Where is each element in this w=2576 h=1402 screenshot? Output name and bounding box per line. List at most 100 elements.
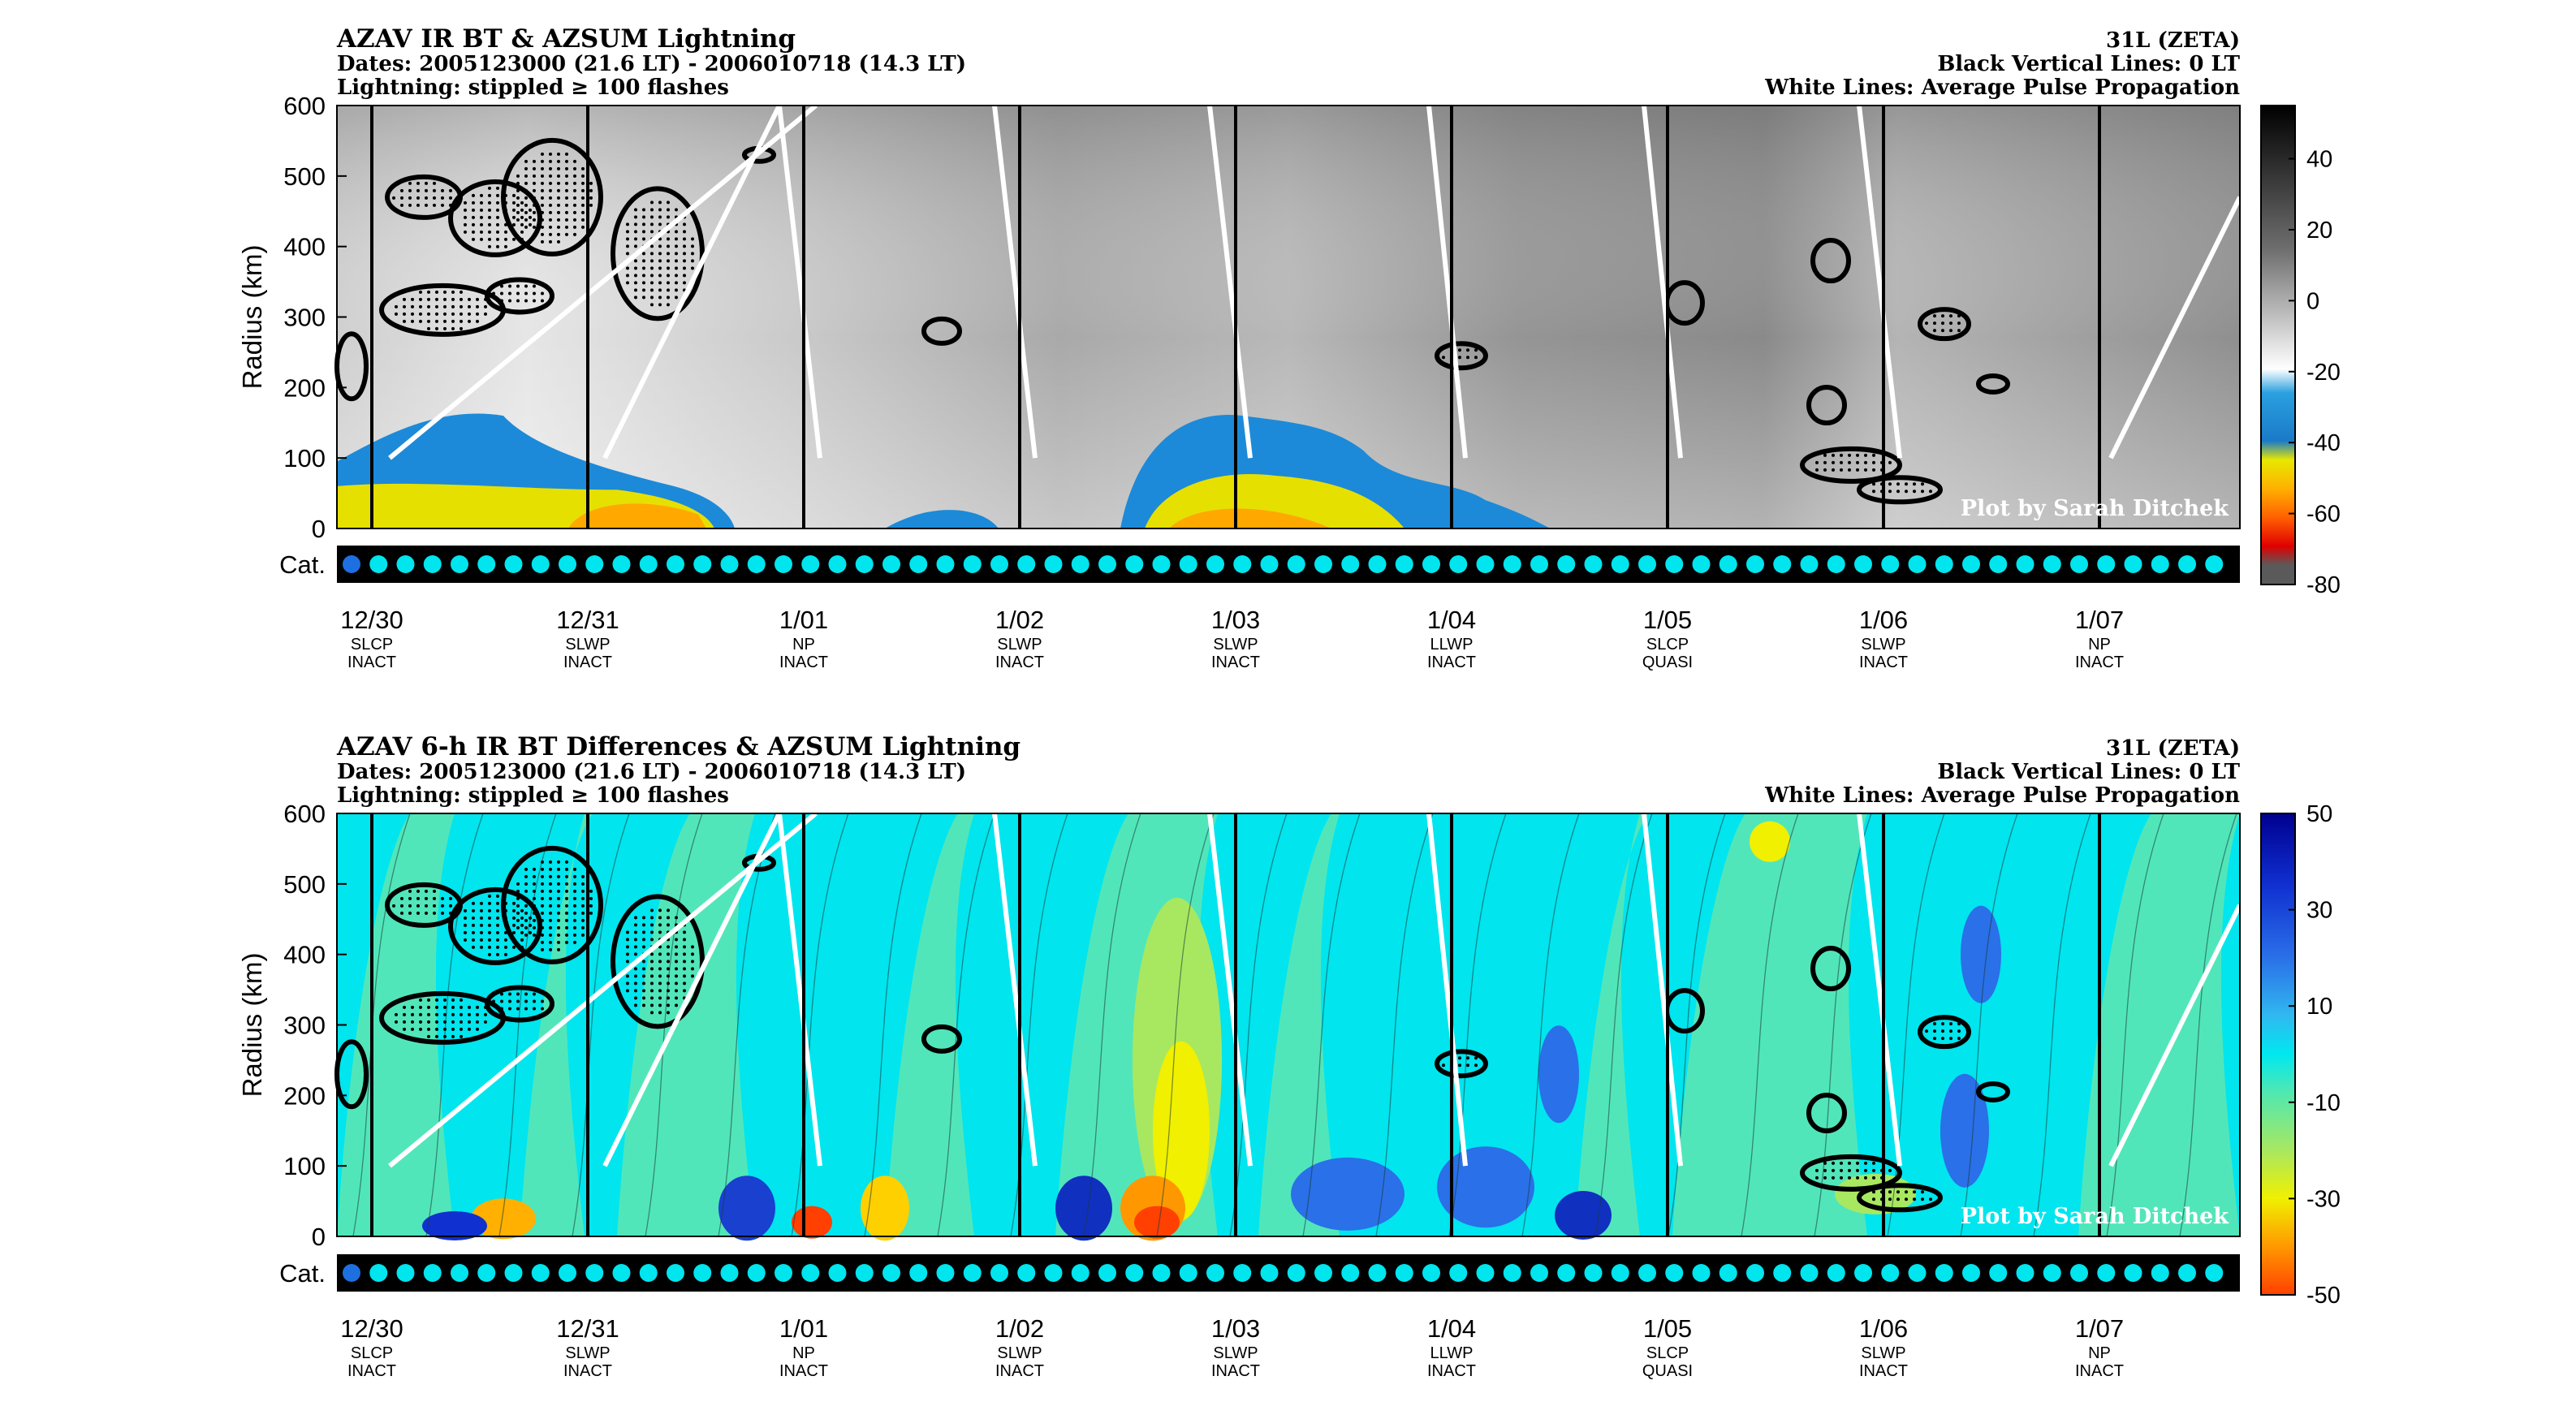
lightning-stipple <box>557 882 560 886</box>
lightning-stipple <box>416 188 420 192</box>
lightning-stipple <box>1905 490 1908 494</box>
lightning-stipple <box>1832 468 1835 472</box>
category-dot <box>1017 555 1036 573</box>
lightning-stipple <box>642 945 645 949</box>
category-dot <box>1395 555 1413 573</box>
lightning-stipple <box>642 981 645 986</box>
lightning-stipple <box>557 874 560 878</box>
lightning-stipple <box>667 201 670 205</box>
category-dot <box>855 555 874 573</box>
lightning-stipple <box>1933 329 1936 333</box>
lightning-stipple <box>408 889 412 893</box>
category-dot <box>1584 555 1603 573</box>
lightning-stipple <box>492 999 495 1003</box>
category-dot <box>1071 555 1090 573</box>
lightning-stipple <box>512 237 516 241</box>
diff-contour <box>425 813 484 1237</box>
lightning-stipple <box>472 930 475 934</box>
lightning-stipple <box>408 911 412 915</box>
colorbar-tick-label: -40 <box>2306 430 2341 456</box>
lightning-stipple <box>683 259 686 263</box>
lightning-stipple <box>435 304 438 308</box>
lightning-stipple <box>472 901 475 905</box>
lightning-stipple <box>488 894 491 898</box>
lightning-stipple <box>1474 356 1478 360</box>
lightning-stipple <box>425 196 428 200</box>
lightning-stipple <box>496 908 499 912</box>
lightning-stipple <box>435 326 438 330</box>
lightning-stipple <box>512 923 516 927</box>
category-dot <box>477 555 496 573</box>
lightning-stipple <box>1888 490 1892 494</box>
lightning-stipple <box>675 952 678 956</box>
lightning-stipple <box>557 188 560 192</box>
category-dot <box>963 1264 982 1282</box>
diff-anomaly-11 <box>1291 1157 1405 1231</box>
category-dot <box>2205 555 2224 573</box>
lightning-stipple <box>460 1020 463 1024</box>
category-dot <box>1314 555 1332 573</box>
lightning-stipple <box>642 974 645 978</box>
lightning-stipple <box>516 911 520 915</box>
lightning-stipple <box>541 882 544 886</box>
pulse-propagation-line-6 <box>1426 813 1468 1167</box>
lightning-stipple <box>1896 482 1900 486</box>
lightning-stipple <box>691 967 694 971</box>
lightning-stipple <box>1848 453 1851 457</box>
lightning-stipple <box>427 1005 430 1009</box>
lightning-stipple <box>529 222 532 226</box>
x-date-label: 1/05 <box>1643 606 1692 634</box>
x-status-label: INACT <box>2075 1362 2124 1380</box>
lightning-stipple <box>533 882 536 886</box>
lightning-stipple <box>634 266 637 270</box>
lightning-stipple <box>626 252 629 256</box>
lightning-stipple <box>1832 1176 1835 1180</box>
lightning-stipple <box>533 874 536 878</box>
lightning-stipple <box>581 882 585 886</box>
category-dot <box>775 1264 792 1282</box>
lightning-stipple <box>533 925 536 930</box>
lightning-stipple <box>464 208 467 212</box>
lightning-stipple <box>416 904 420 908</box>
lightning-stipple <box>573 225 576 229</box>
lightning-stipple <box>581 896 585 900</box>
lightning-stipple <box>634 923 637 927</box>
lightning-stipple <box>675 938 678 942</box>
x-stage-label: SLCP <box>351 636 393 654</box>
lightning-stipple <box>529 215 532 219</box>
y-tick-label: 200 <box>283 373 326 402</box>
lightning-stipple <box>508 284 511 288</box>
lightning-stipple <box>549 196 552 200</box>
lightning-stipple <box>1949 1022 1952 1026</box>
lightning-stipple <box>626 237 629 241</box>
lightning-stipple <box>411 1005 414 1009</box>
pulse-propagation-line-8 <box>1857 105 1902 459</box>
lightning-stipple <box>1840 1168 1843 1172</box>
lightning-stipple <box>667 1011 670 1015</box>
lightning-stipple <box>416 896 420 900</box>
category-dot <box>1773 1264 1792 1282</box>
category-dot <box>1422 1264 1440 1282</box>
lightning-stipple <box>683 266 686 270</box>
pulse-propagation-line-3 <box>777 813 822 1167</box>
y-tick-label: 0 <box>312 515 326 543</box>
lightning-stipple <box>1458 1056 1461 1060</box>
x-date-label: 1/02 <box>995 1314 1044 1343</box>
lightning-stipple <box>667 208 670 212</box>
lightning-stipple <box>472 208 475 212</box>
lightning-stipple <box>557 911 560 915</box>
lightning-stipple <box>533 999 536 1003</box>
lightning-stipple <box>516 1007 520 1011</box>
category-dot <box>667 1264 684 1282</box>
x-date-label: 1/07 <box>2075 606 2124 634</box>
lightning-stipple <box>683 274 686 278</box>
lightning-stipple <box>520 916 524 920</box>
y-tick-label: 400 <box>283 233 326 261</box>
lightning-stipple <box>573 911 576 915</box>
pulse-propagation-line-5 <box>1207 813 1253 1167</box>
lightning-stipple <box>524 181 528 185</box>
lightning-stipple <box>524 867 528 871</box>
lightning-stipple <box>451 297 455 301</box>
lightning-stipple <box>419 312 422 316</box>
lightning-stipple <box>1856 1168 1859 1172</box>
